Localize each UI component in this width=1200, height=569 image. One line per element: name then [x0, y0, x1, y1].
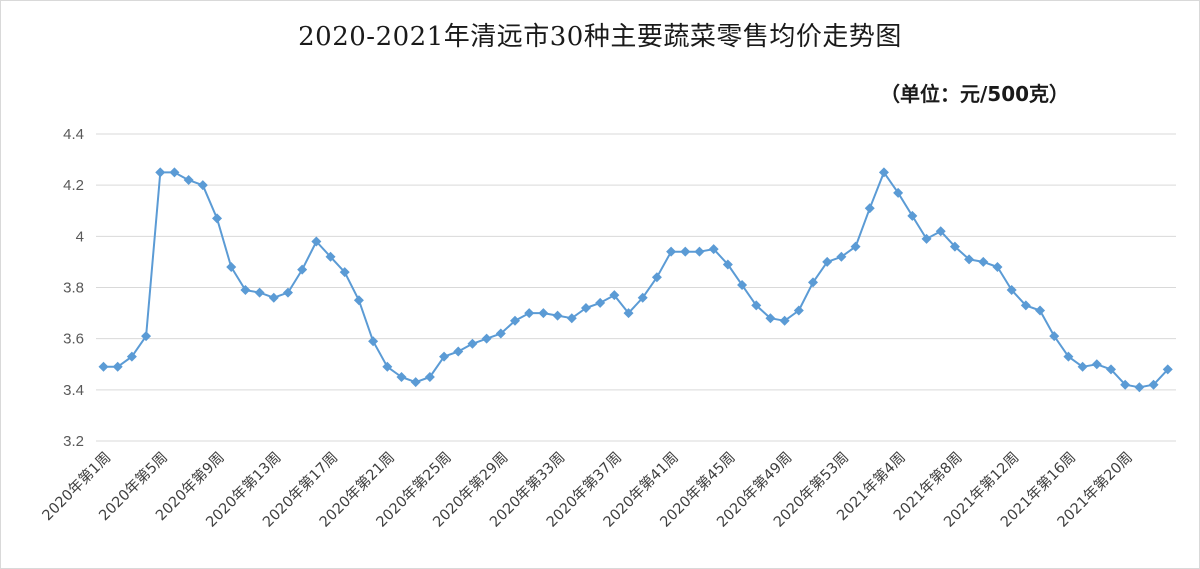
data-point-marker	[1063, 351, 1074, 362]
data-point-marker	[666, 246, 677, 257]
data-point-marker	[1049, 331, 1060, 342]
data-point-marker	[453, 346, 464, 357]
data-point-marker	[637, 292, 648, 303]
data-point-marker	[1077, 361, 1088, 372]
data-point-marker	[467, 338, 478, 349]
data-point-marker	[1091, 359, 1102, 370]
data-point-marker	[836, 251, 847, 262]
data-point-marker	[1006, 285, 1017, 296]
data-point-marker	[822, 256, 833, 267]
data-point-marker	[325, 251, 336, 262]
data-point-marker	[439, 351, 450, 362]
data-point-marker	[282, 287, 293, 298]
data-point-marker	[552, 310, 563, 321]
data-point-marker	[609, 290, 620, 301]
data-point-marker	[978, 256, 989, 267]
data-point-marker	[410, 377, 421, 388]
data-point-marker	[212, 213, 223, 224]
data-point-marker	[1162, 364, 1173, 375]
data-point-marker	[155, 167, 166, 178]
data-point-marker	[935, 226, 946, 237]
data-point-marker	[694, 246, 705, 257]
data-point-marker	[893, 187, 904, 198]
data-point-marker	[680, 246, 691, 257]
data-point-marker	[339, 267, 350, 278]
data-point-marker	[424, 372, 435, 383]
data-point-marker	[126, 351, 137, 362]
data-point-marker	[240, 285, 251, 296]
gridlines	[96, 133, 1176, 442]
data-point-marker	[268, 292, 279, 303]
y-tick-label: 3.2	[63, 433, 84, 450]
data-point-marker	[112, 361, 123, 372]
y-tick-label: 3.6	[63, 331, 84, 348]
data-point-marker	[708, 244, 719, 255]
data-point-marker	[779, 315, 790, 326]
data-point-marker	[495, 328, 506, 339]
data-point-marker	[751, 300, 762, 311]
data-point-marker	[197, 180, 208, 191]
data-point-marker	[793, 305, 804, 316]
data-point-marker	[141, 331, 152, 342]
data-point-marker	[808, 277, 818, 288]
data-point-marker	[850, 241, 861, 252]
y-tick-label: 4.4	[63, 126, 84, 143]
data-point-marker	[1120, 379, 1131, 390]
data-point-marker	[1148, 379, 1159, 390]
data-point-marker	[1105, 364, 1116, 375]
data-point-marker	[538, 308, 549, 319]
data-point-marker	[878, 167, 889, 178]
data-point-marker	[623, 308, 634, 319]
data-point-marker	[396, 372, 407, 383]
data-point-marker	[368, 336, 379, 347]
data-point-marker	[311, 236, 322, 247]
data-point-marker	[1035, 305, 1046, 316]
data-point-marker	[226, 262, 237, 273]
data-point-marker	[864, 203, 875, 214]
data-point-marker	[353, 295, 364, 306]
y-axis-ticks: 3.2 3.4 3.6 3.8 4 4.2 4.4	[63, 126, 84, 450]
data-point-marker	[169, 167, 180, 178]
data-point-marker	[907, 210, 918, 221]
unit-note: （单位：元/500克）	[880, 82, 1070, 106]
data-point-marker	[382, 361, 393, 372]
data-point-marker	[765, 313, 776, 324]
data-point-marker	[921, 233, 932, 244]
chart-title: 2020-2021年清远市30种主要蔬菜零售均价走势图	[298, 22, 902, 52]
data-point-marker	[737, 279, 748, 290]
data-point-marker	[183, 175, 194, 186]
y-tick-label: 3.4	[63, 382, 84, 399]
data-point-marker	[510, 315, 521, 326]
y-tick-label: 4.2	[63, 177, 84, 194]
data-point-marker	[651, 272, 662, 283]
data-point-marker	[949, 241, 960, 252]
data-point-marker	[1134, 382, 1145, 393]
series-line	[103, 171, 1169, 389]
y-tick-label: 3.8	[63, 280, 84, 297]
data-point-marker	[595, 297, 606, 308]
data-point-marker	[566, 313, 577, 324]
x-axis-ticks: 2020年第1周2020年第5周2020年第9周2020年第13周2020年第1…	[38, 448, 1136, 531]
data-point-marker	[481, 333, 492, 344]
data-point-marker	[297, 264, 308, 275]
data-point-marker	[722, 259, 733, 270]
data-point-marker	[254, 287, 265, 298]
data-point-marker	[992, 262, 1003, 273]
data-point-marker	[964, 254, 975, 265]
data-point-marker	[524, 308, 535, 319]
data-point-marker	[1020, 300, 1031, 311]
y-tick-label: 4	[76, 228, 84, 245]
data-point-marker	[98, 361, 109, 372]
series-layer	[98, 167, 1173, 393]
data-point-marker	[580, 302, 591, 313]
